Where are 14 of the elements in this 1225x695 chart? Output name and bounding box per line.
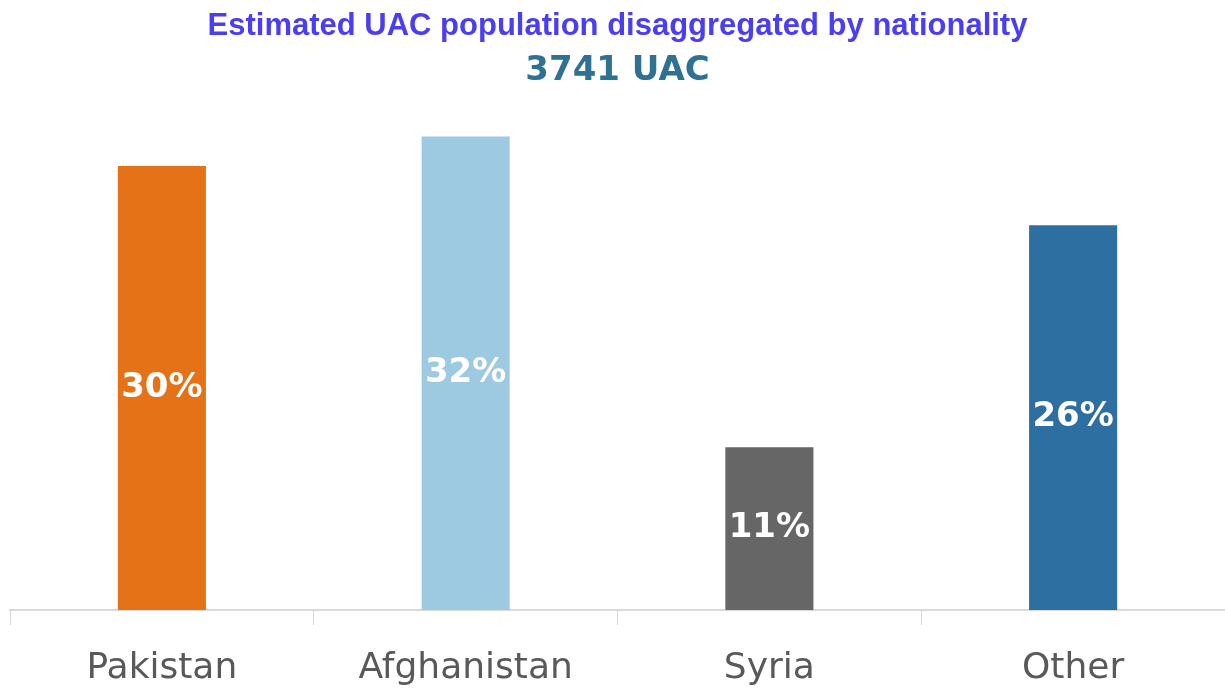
data-label: 11% xyxy=(728,505,811,546)
x-tick-label: Other xyxy=(1022,645,1125,687)
chart-title: Estimated UAC population disaggregated by nationality xyxy=(207,7,1029,43)
data-label: 32% xyxy=(424,350,507,391)
x-tick-label: Syria xyxy=(723,645,815,687)
x-tick-label: Afghanistan xyxy=(358,645,573,687)
bar xyxy=(725,447,814,610)
bar xyxy=(117,166,206,610)
data-label: 26% xyxy=(1032,394,1114,435)
x-tick-label: Pakistan xyxy=(86,645,238,687)
chart-subtitle: 3741 UAC xyxy=(525,48,710,89)
bar xyxy=(421,136,510,610)
data-label: 30% xyxy=(121,364,203,405)
bar xyxy=(1029,225,1118,610)
